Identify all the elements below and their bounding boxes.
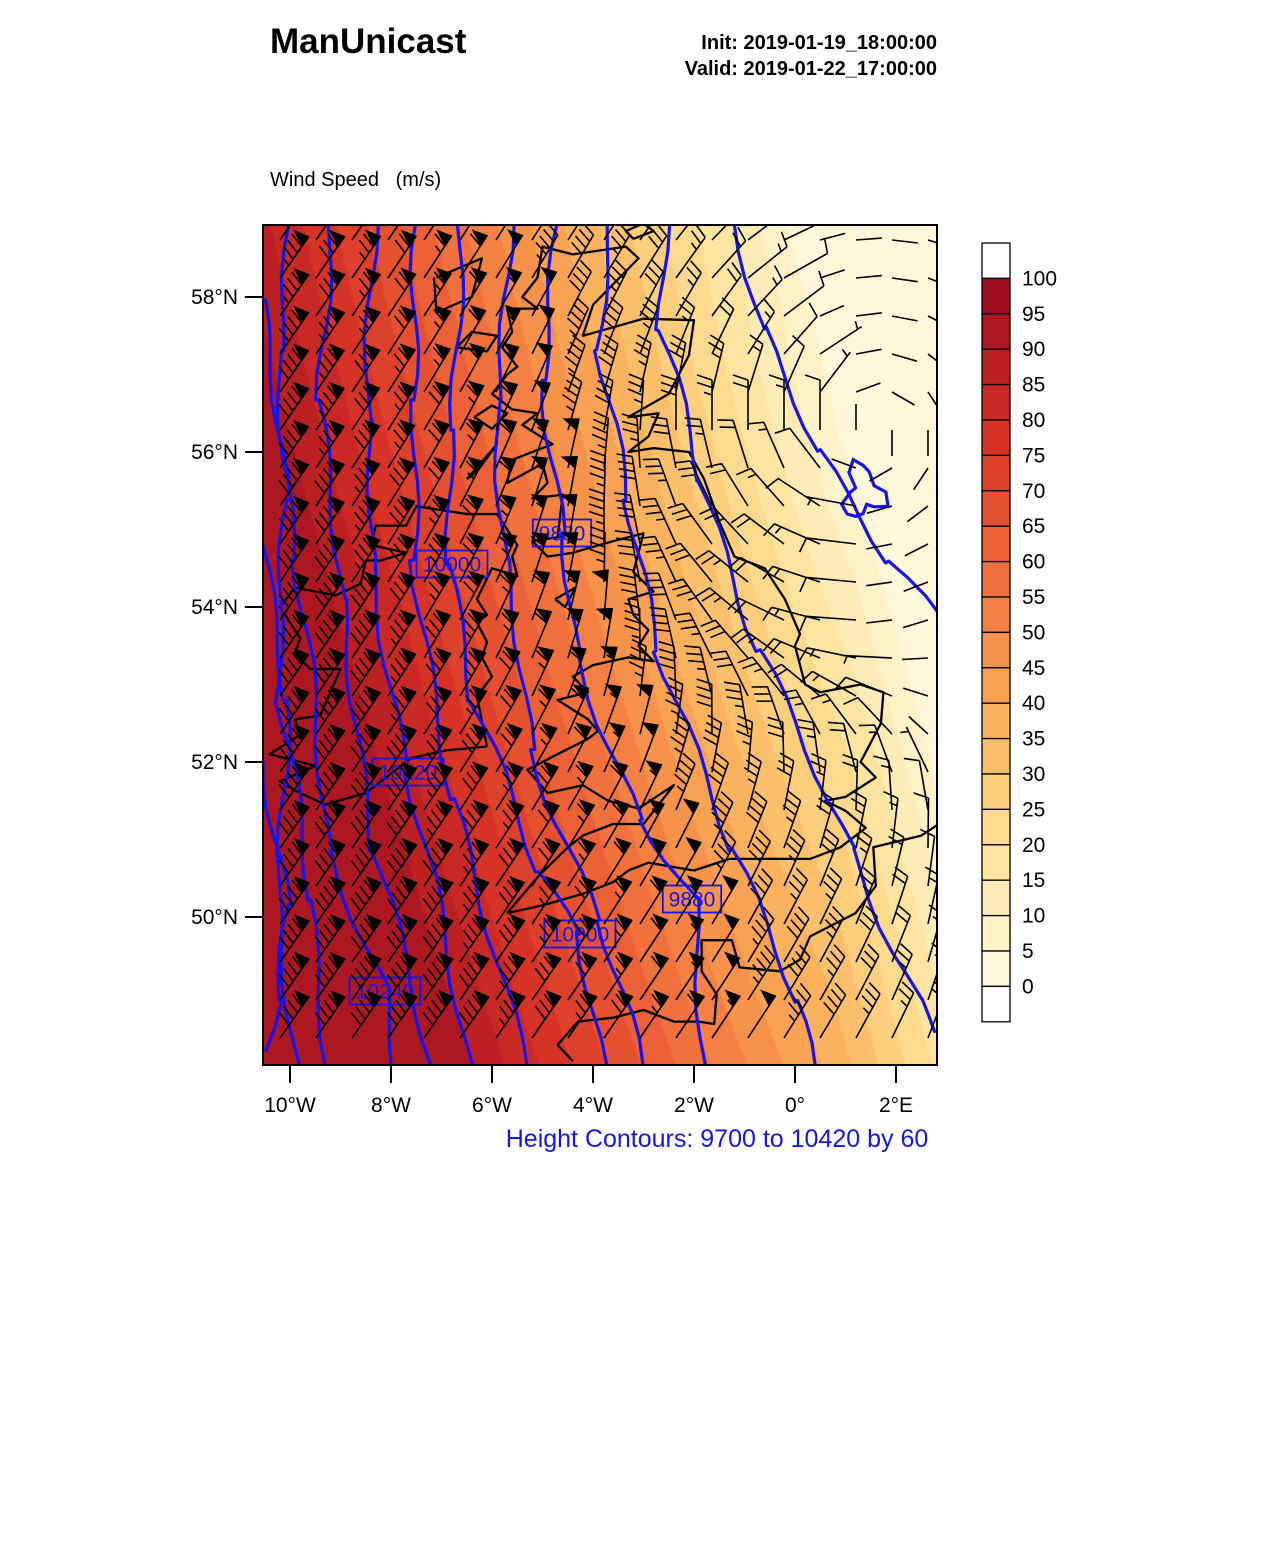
colorbar-cell — [981, 702, 1011, 740]
colorbar-label: 95 — [1022, 303, 1045, 326]
colorbar-cell — [981, 313, 1011, 350]
contour-label-text: 10000 — [551, 924, 609, 947]
colorbar-cell — [981, 844, 1011, 881]
height-contour — [408, 225, 529, 1065]
colorbar-cell — [981, 950, 1011, 988]
colorbar-cell — [981, 348, 1011, 386]
colorbar-cell — [981, 596, 1011, 634]
colorbar-cell — [981, 631, 1011, 669]
colorbar-cell — [981, 914, 1011, 952]
latitude-tick-label: 56°N — [191, 441, 238, 464]
longitude-tick-label: 6°W — [472, 1094, 512, 1117]
colorbar-label: 80 — [1022, 409, 1045, 432]
field-windspeed-label: Wind Speed (m/s) — [270, 169, 442, 191]
colorbar-cell — [981, 560, 1011, 598]
colorbar-label: 30 — [1022, 763, 1045, 786]
model-times: Init: 2019-01-19_18:00:00 Valid: 2019-01… — [685, 30, 937, 82]
colorbar-label: 40 — [1022, 692, 1045, 715]
contour-range-caption: Height Contours: 9700 to 10420 by 60 — [505, 1125, 929, 1153]
init-time: Init: 2019-01-19_18:00:00 — [701, 32, 937, 54]
colorbar-cell — [981, 667, 1011, 704]
latitude-tick-label: 58°N — [191, 286, 238, 309]
colorbar-cell — [981, 985, 1011, 1023]
colorbar-cell — [981, 490, 1011, 527]
height-contour — [443, 225, 609, 1065]
latitude-tick-label: 52°N — [191, 751, 238, 774]
height-contour — [593, 225, 817, 1065]
colorbar-label: 5 — [1022, 940, 1034, 963]
latitude-tick-label: 50°N — [191, 906, 238, 929]
longitude-axis: 10°W 8°W 6°W 4°W 2°W 0° 2°E — [264, 1065, 913, 1117]
colorbar-label: 50 — [1022, 621, 1045, 644]
coastline-path — [556, 823, 937, 1062]
page-title: ManUnicast — [270, 22, 467, 61]
wind-barb-shafts — [278, 225, 937, 1039]
colorbar-cell — [981, 454, 1011, 492]
colorbar-label: 55 — [1022, 586, 1045, 609]
colorbar-label: 10 — [1022, 905, 1045, 928]
colorbar-label: 100 — [1022, 267, 1057, 290]
colorbar-label: 65 — [1022, 515, 1045, 538]
colorbar-cell — [981, 419, 1011, 457]
colorbar-label: 60 — [1022, 551, 1045, 574]
colorbar-label: 85 — [1022, 374, 1045, 397]
colorbar-label: 45 — [1022, 657, 1045, 680]
colorbar-label: 35 — [1022, 728, 1045, 751]
valid-time: Valid: 2019-01-22_17:00:00 — [684, 58, 937, 80]
colorbar-cell — [981, 808, 1011, 846]
contour-label-box — [348, 976, 422, 1006]
colorbar-cell — [981, 737, 1011, 775]
colorbar-cell — [981, 277, 1011, 315]
colorbar-label: 15 — [1022, 869, 1045, 892]
coastline-path — [554, 586, 577, 609]
wind-barbs — [278, 225, 937, 1039]
contour-label-box — [661, 884, 723, 914]
colorbar: 1009590858075706560555045403530252015105… — [981, 242, 1057, 1023]
colorbar-label: 20 — [1022, 834, 1045, 857]
longitude-tick-label: 0° — [785, 1094, 805, 1117]
height-contour — [732, 225, 937, 614]
colorbar-cell — [981, 773, 1011, 811]
colorbar-label: 75 — [1022, 444, 1045, 467]
contour-label-box — [415, 549, 489, 579]
longitude-tick-label: 4°W — [573, 1094, 613, 1117]
colorbar-label: 70 — [1022, 480, 1045, 503]
contour-label-text: 9880 — [669, 889, 716, 912]
longitude-tick-label: 10°W — [264, 1094, 316, 1117]
coastline-path — [432, 257, 484, 314]
contour-label-box — [543, 919, 617, 949]
colorbar-cell — [981, 879, 1011, 917]
colorbar-label: 0 — [1022, 975, 1034, 998]
colorbar-cell — [981, 242, 1011, 280]
map-frame — [262, 224, 938, 1066]
coastline-path — [473, 404, 509, 430]
colorbar-label: 25 — [1022, 798, 1045, 821]
colorbar-cell — [981, 525, 1011, 563]
height-contour — [275, 225, 393, 1065]
longitude-tick-label: 8°W — [371, 1094, 411, 1117]
wind-barb-pennants — [293, 229, 777, 1008]
latitude-tick-label: 54°N — [191, 596, 238, 619]
height-contour — [263, 758, 294, 1052]
longitude-tick-label: 2°E — [879, 1094, 913, 1117]
longitude-tick-label: 2°W — [674, 1094, 714, 1117]
contour-label: 10000 — [543, 919, 617, 949]
height-contour-low-center — [839, 457, 890, 519]
latitude-axis: 58°N 56°N 54°N 52°N 50°N — [191, 286, 263, 929]
colorbar-cell — [981, 383, 1011, 421]
colorbar-label: 90 — [1022, 338, 1045, 361]
contour-label: 9880 — [661, 884, 723, 914]
coastline-path — [490, 245, 885, 915]
height-contour — [314, 225, 433, 1065]
